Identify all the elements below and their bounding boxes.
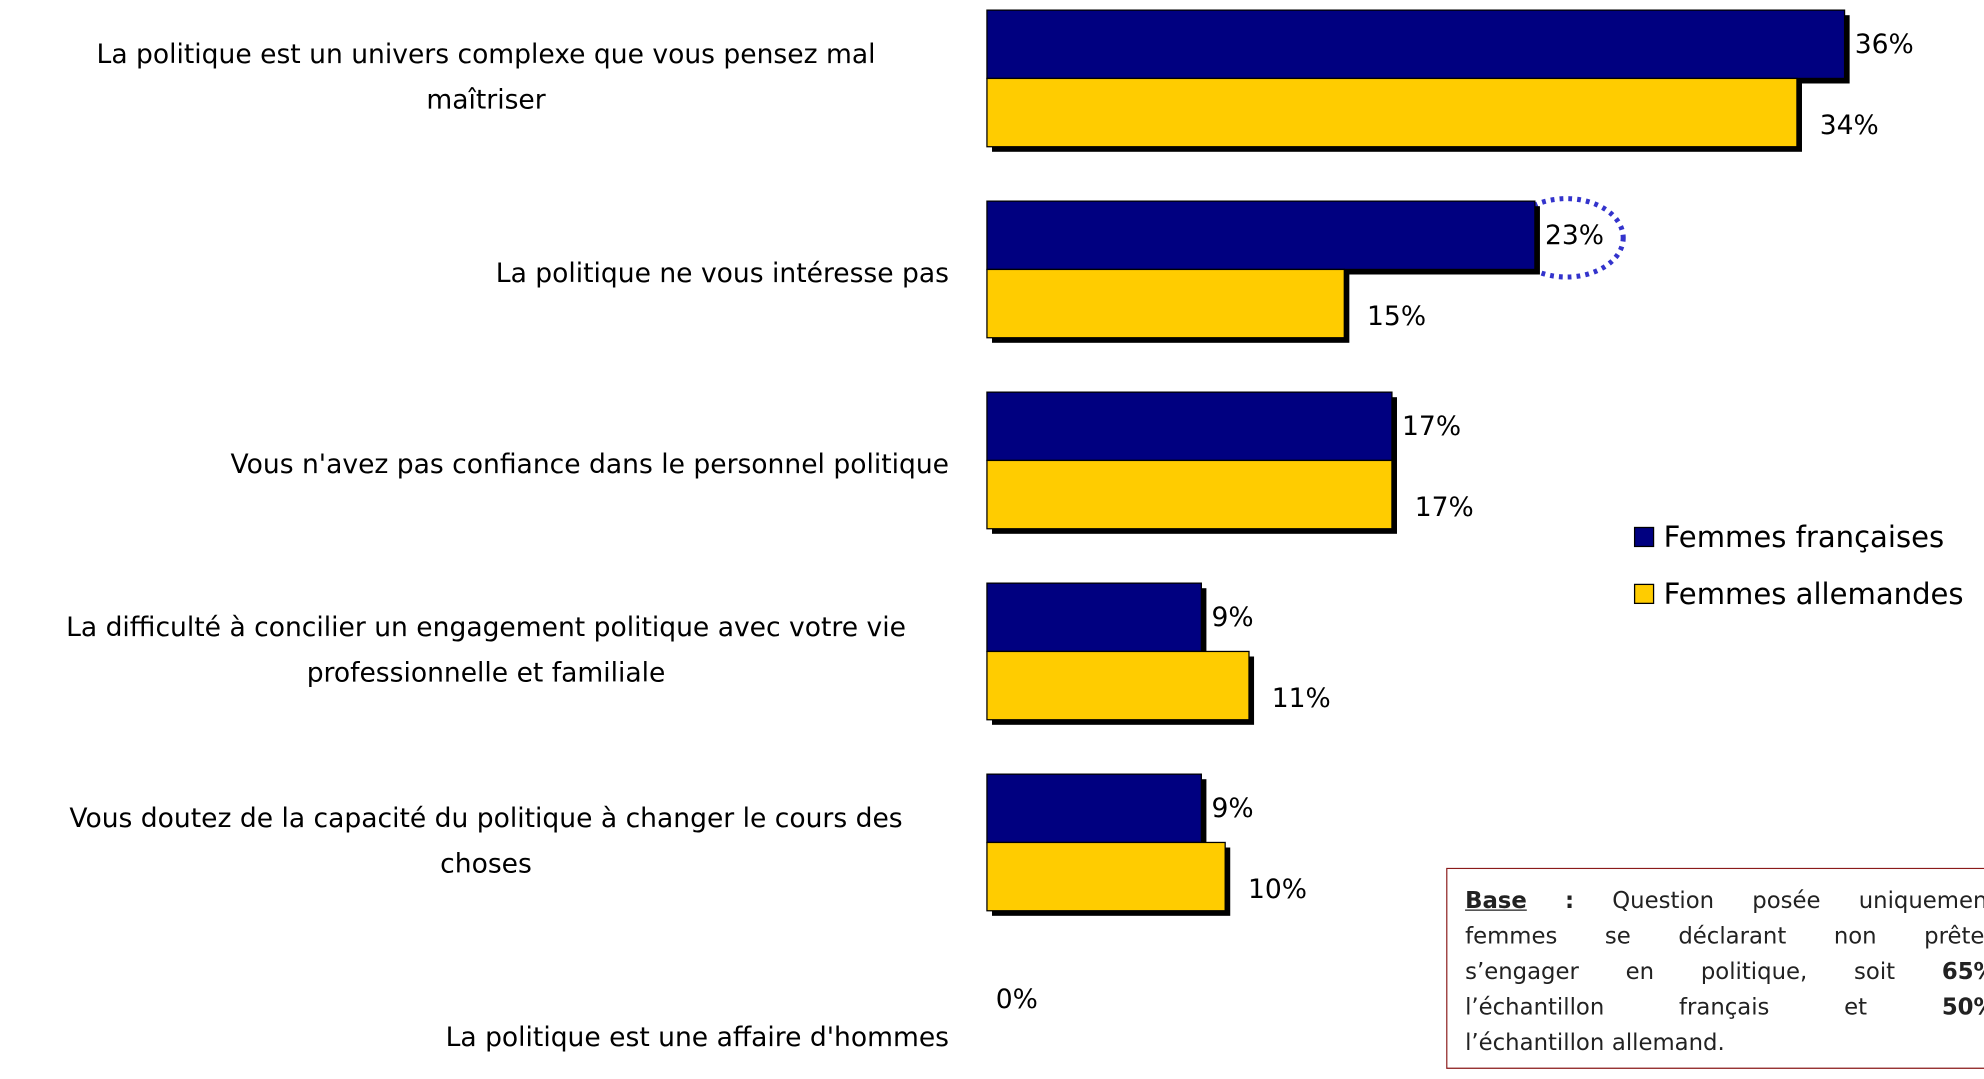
category-label: La politique est une affaire d'hommes [446, 1022, 949, 1053]
value-label: 17% [1402, 411, 1461, 442]
value-label: 9% [1211, 793, 1253, 824]
bar [986, 841, 1226, 912]
value-label: 34% [1820, 110, 1879, 141]
category-label: Vous doutez de la capacité du politique … [69, 803, 902, 834]
bar [986, 268, 1345, 339]
note-text: Question [1612, 887, 1715, 915]
note-line: l’échantillon allemand. [1465, 1026, 1984, 1061]
note-text: uniquement [1858, 887, 1984, 915]
category-label: La difficulté à concilier un engagement … [66, 612, 906, 643]
category-label: La politique est un univers complexe que… [97, 39, 876, 70]
note-text: allemand. [1611, 1029, 1725, 1057]
note-line: l’échantillon français et 50% [1465, 990, 1984, 1025]
bar [986, 459, 1393, 530]
note-text: français [1679, 994, 1770, 1021]
category-label: professionnelle et familiale [307, 658, 666, 689]
note-text: se [1604, 923, 1631, 950]
note-text: : [1564, 887, 1575, 915]
value-label: 36% [1855, 29, 1914, 60]
bar [986, 773, 1202, 844]
note-text: Base [1465, 887, 1527, 915]
bar [986, 200, 1536, 271]
legend-label: Femmes françaises [1664, 520, 1944, 554]
value-label: 10% [1248, 874, 1307, 905]
bar [986, 391, 1393, 462]
note-line: s’engager en politique, soit 65% [1465, 955, 1984, 990]
legend-swatch [1633, 526, 1655, 548]
category-label: La politique ne vous intéresse pas [496, 258, 949, 289]
bar [986, 582, 1202, 653]
value-label: 15% [1367, 301, 1426, 332]
note-text: déclarant [1678, 923, 1787, 950]
value-label: 9% [1211, 602, 1253, 633]
note-text: l’échantillon [1465, 994, 1605, 1021]
note-text: s’engager [1465, 958, 1579, 986]
value-label: 0% [996, 984, 1038, 1015]
note-text: soit [1854, 958, 1896, 986]
note-text: l’échantillon [1465, 1029, 1605, 1057]
legend-label: Femmes allemandes [1664, 577, 1964, 611]
note-text: non [1833, 923, 1877, 950]
category-label: choses [440, 849, 532, 880]
category-label: Vous n'avez pas confiance dans le person… [231, 449, 949, 480]
note-text: et [1844, 994, 1868, 1021]
bar [986, 77, 1798, 148]
note: Base: Question posée uniquement femmes se décl… [1446, 867, 1984, 1069]
note-text: 65% [1941, 958, 1984, 986]
category-label: maîtriser [426, 85, 545, 116]
note-line: Base: Question posée uniquement [1465, 884, 1984, 919]
bar [986, 9, 1846, 80]
note-text: femmes [1465, 923, 1558, 950]
value-label: 17% [1415, 492, 1474, 523]
value-label: 11% [1272, 683, 1331, 714]
note-text: posée [1752, 887, 1821, 915]
note-text: en [1625, 958, 1655, 986]
bar [986, 650, 1250, 721]
note-text: politique, [1700, 958, 1808, 986]
note-box: Base: Question posée uniquement femmes se décl… [1446, 867, 1984, 1069]
note-text: 50% [1941, 994, 1984, 1021]
value-label: 23% [1545, 220, 1604, 251]
legend-swatch [1633, 583, 1655, 605]
